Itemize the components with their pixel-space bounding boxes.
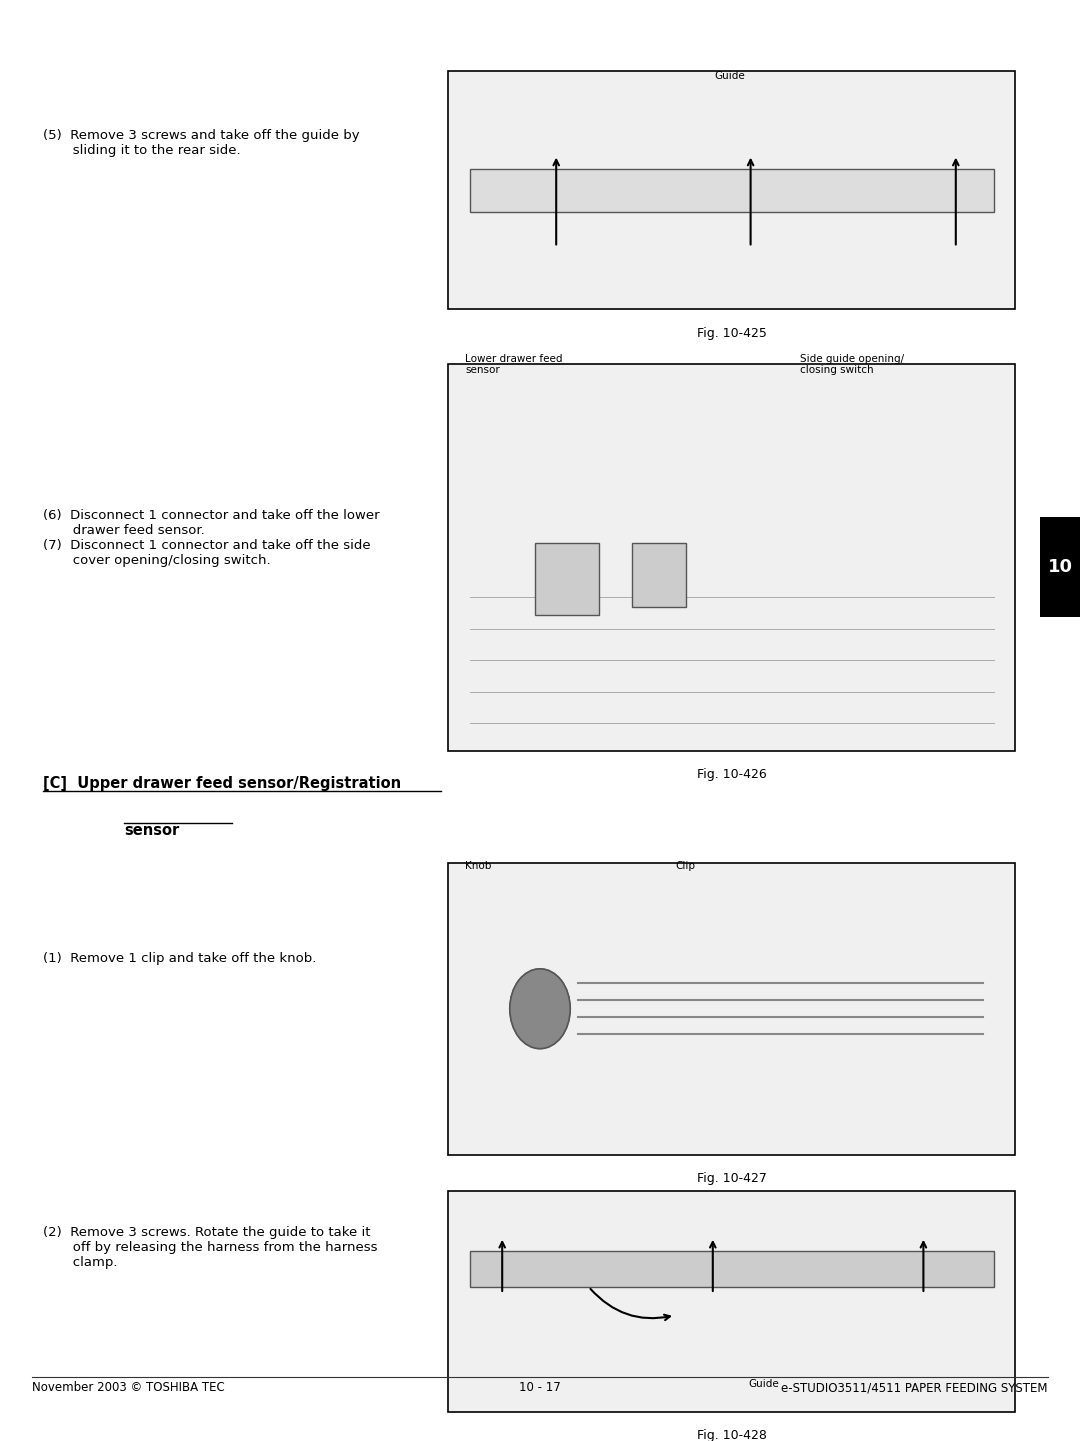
Text: Guide: Guide <box>748 1379 780 1389</box>
Text: (2)  Remove 3 screws. Rotate the guide to take it
       off by releasing the ha: (2) Remove 3 screws. Rotate the guide to… <box>43 1226 378 1270</box>
Text: sensor: sensor <box>124 823 179 839</box>
Text: 10 - 17: 10 - 17 <box>519 1382 561 1395</box>
Text: Fig. 10-425: Fig. 10-425 <box>697 327 767 340</box>
Bar <box>470 1251 994 1287</box>
Text: Knob: Knob <box>465 862 491 872</box>
Text: Lower drawer feed
sensor: Lower drawer feed sensor <box>465 353 563 375</box>
Text: Fig. 10-427: Fig. 10-427 <box>697 1172 767 1185</box>
Text: Fig. 10-426: Fig. 10-426 <box>697 768 767 781</box>
Text: Side guide opening/
closing switch: Side guide opening/ closing switch <box>799 353 904 375</box>
Bar <box>470 169 994 212</box>
Circle shape <box>510 968 570 1049</box>
Bar <box>448 71 1015 310</box>
Bar <box>1040 517 1080 617</box>
Bar <box>448 1190 1015 1412</box>
Text: (5)  Remove 3 screws and take off the guide by
       sliding it to the rear sid: (5) Remove 3 screws and take off the gui… <box>43 128 360 157</box>
Text: [C]  Upper drawer feed sensor/Registration: [C] Upper drawer feed sensor/Registratio… <box>43 775 402 791</box>
Bar <box>448 363 1015 751</box>
Text: Fig. 10-428: Fig. 10-428 <box>697 1428 767 1441</box>
Text: November 2003 © TOSHIBA TEC: November 2003 © TOSHIBA TEC <box>32 1382 225 1395</box>
Bar <box>535 543 599 614</box>
Text: Guide: Guide <box>715 71 745 81</box>
Text: Clip: Clip <box>675 862 696 872</box>
Text: (1)  Remove 1 clip and take off the knob.: (1) Remove 1 clip and take off the knob. <box>43 953 316 965</box>
Bar <box>632 543 686 608</box>
Text: (6)  Disconnect 1 connector and take off the lower
       drawer feed sensor.
(7: (6) Disconnect 1 connector and take off … <box>43 509 380 568</box>
Text: 10: 10 <box>1048 558 1072 576</box>
Text: e-STUDIO3511/4511 PAPER FEEDING SYSTEM: e-STUDIO3511/4511 PAPER FEEDING SYSTEM <box>781 1382 1048 1395</box>
Bar <box>448 863 1015 1154</box>
